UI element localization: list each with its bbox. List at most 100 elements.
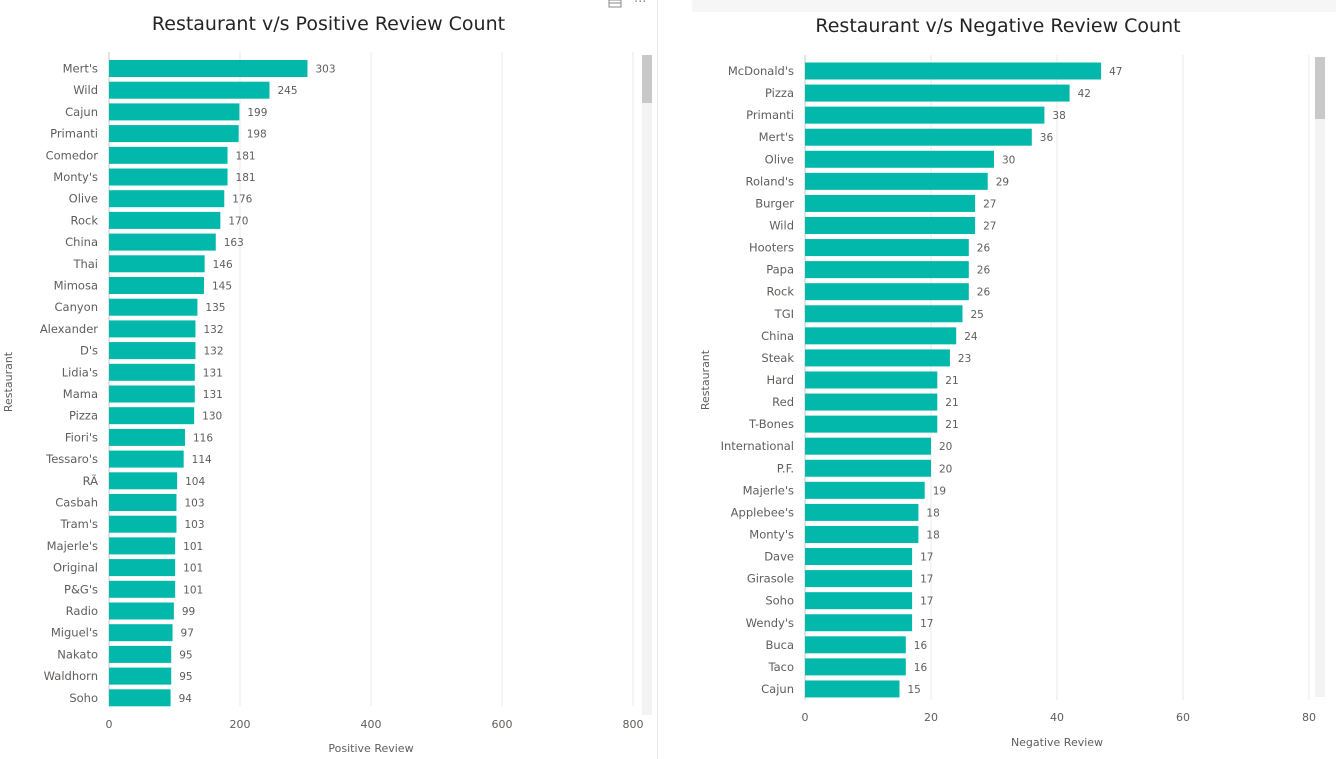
data-label: 104 [185, 476, 205, 488]
bar [805, 459, 931, 477]
category-label: Steak [761, 351, 794, 365]
bar [109, 407, 195, 425]
category-label: Mama [63, 387, 98, 401]
data-label: 97 [181, 628, 194, 640]
bar [805, 371, 938, 389]
bar [109, 689, 171, 707]
scrollbar-thumb[interactable] [1315, 57, 1325, 119]
bar [805, 503, 919, 521]
category-label: Roland's [746, 174, 795, 188]
data-label: 146 [213, 259, 233, 271]
category-label: Applebee's [731, 505, 794, 519]
bar [805, 62, 1102, 80]
category-label: Papa [766, 263, 794, 277]
negative-review-chart-panel: Restaurant v/s Negative Review Count 0 20… [660, 0, 1336, 759]
category-label: Lidia's [62, 365, 98, 379]
data-label: 25 [971, 309, 984, 321]
category-label: Hard [766, 373, 794, 387]
data-label: 47 [1109, 66, 1122, 78]
category-label: Wendy's [746, 616, 794, 630]
category-label: Cajun [761, 682, 794, 696]
category-label: Burger [755, 196, 794, 210]
data-label: 21 [945, 419, 958, 431]
more-options-icon[interactable]: ··· [634, 0, 647, 10]
category-label: International [721, 439, 794, 453]
category-label: Soho [765, 594, 794, 608]
data-label: 245 [277, 85, 297, 97]
category-label: Mert's [759, 130, 794, 144]
bar [805, 128, 1032, 146]
data-label: 21 [945, 375, 958, 387]
bar [109, 537, 176, 555]
bar [109, 580, 176, 598]
data-label: 17 [920, 618, 933, 630]
data-label: 132 [203, 324, 223, 336]
category-label: Pizza [765, 86, 794, 100]
header-strip [692, 0, 1336, 12]
category-label: Tram's [60, 517, 98, 531]
category-label: Canyon [55, 300, 99, 314]
chart-scrollbar[interactable] [1315, 57, 1325, 697]
category-label: Mimosa [54, 279, 98, 293]
chart-scrollbar[interactable] [642, 55, 652, 715]
x-tick-label: 20 [924, 711, 938, 724]
category-label: Miguel's [51, 626, 98, 640]
bar [805, 592, 913, 610]
y-axis-title: Restaurant [699, 349, 712, 410]
scrollbar-thumb[interactable] [642, 55, 652, 103]
bar [805, 636, 906, 654]
category-label: Majerle's [47, 539, 98, 553]
bar [805, 261, 969, 279]
bar [805, 305, 963, 323]
bar [805, 283, 969, 301]
category-label: Olive [69, 192, 98, 206]
focus-mode-icon[interactable] [608, 0, 622, 10]
data-label: 19 [933, 485, 946, 497]
category-label: Buca [765, 638, 794, 652]
data-label: 132 [203, 346, 223, 358]
data-label: 23 [958, 353, 971, 365]
category-label: Pizza [69, 409, 98, 423]
data-label: 101 [183, 541, 203, 553]
category-label: Red [772, 395, 794, 409]
bar [109, 645, 172, 663]
data-label: 114 [192, 454, 212, 466]
data-label: 15 [908, 684, 921, 696]
data-label: 199 [247, 107, 267, 119]
bar [805, 349, 950, 367]
bar [109, 60, 308, 77]
category-label: Monty's [749, 527, 794, 541]
bar [805, 150, 994, 168]
category-label: Wild [769, 218, 794, 232]
category-label: Primanti [50, 127, 98, 141]
data-label: 99 [182, 606, 195, 618]
category-label: Original [53, 561, 98, 575]
category-label: McDonald's [728, 64, 794, 78]
data-label: 26 [977, 287, 991, 299]
category-label: TGI [774, 307, 794, 321]
x-tick-label: 60 [1176, 711, 1190, 724]
bar [109, 450, 184, 468]
category-label: Alexander [40, 322, 98, 336]
y-axis-title: Restaurant [2, 351, 15, 412]
chart-title: Restaurant v/s Positive Review Count [151, 13, 506, 35]
data-label: 18 [926, 529, 939, 541]
x-axis-title: Positive Review [328, 742, 413, 755]
data-label: 17 [920, 552, 933, 564]
data-label: 145 [212, 281, 232, 293]
x-tick-label: 40 [1050, 711, 1064, 724]
data-label: 17 [920, 596, 933, 608]
x-tick-label: 400 [361, 718, 382, 731]
bar [805, 194, 976, 212]
bar [805, 437, 931, 455]
category-label: Wild [73, 83, 98, 97]
category-label: Dave [764, 550, 794, 564]
bar [805, 680, 900, 698]
bar [109, 385, 195, 403]
bar [109, 168, 228, 186]
bar [805, 481, 925, 499]
category-label: Rock [767, 285, 795, 299]
bar [109, 559, 176, 577]
positive-review-bar-chart: 0 200 400 600 800 Mert's 303 Wild 245 Cajun 199 Pri… [2, 52, 644, 755]
positive-review-chart-panel: ··· Restaurant v/s Positive Review Count… [0, 0, 657, 759]
